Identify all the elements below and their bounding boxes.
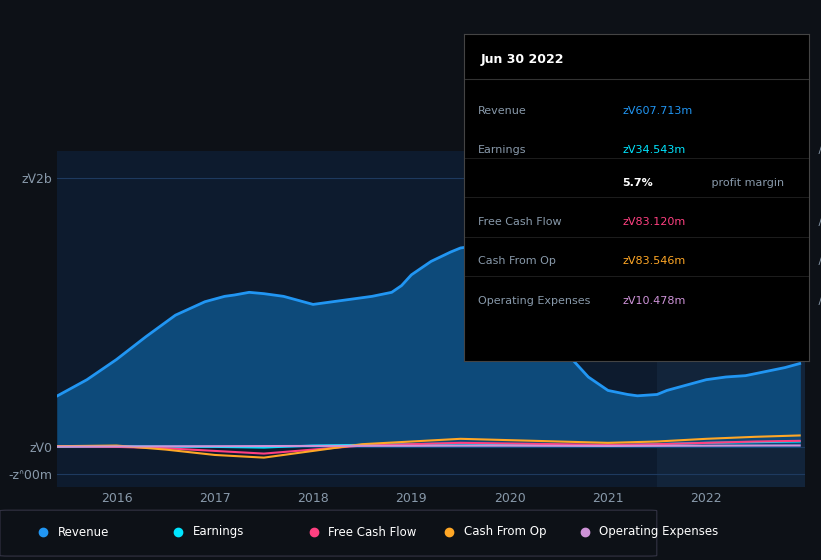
Text: /yr: /yr [815,256,821,267]
Text: profit margin: profit margin [708,178,784,188]
Text: Free Cash Flow: Free Cash Flow [328,525,417,539]
Text: Earnings: Earnings [478,145,526,155]
Text: Revenue: Revenue [478,106,526,116]
Text: /yr: /yr [815,145,821,155]
Text: 5.7%: 5.7% [622,178,654,188]
Text: Cash From Op: Cash From Op [464,525,546,539]
Text: /yr: /yr [815,296,821,306]
FancyBboxPatch shape [0,510,657,556]
Text: zᐯ83.120m: zᐯ83.120m [622,217,686,227]
Text: Jun 30 2022: Jun 30 2022 [481,53,565,66]
Text: zᐯ34.543m: zᐯ34.543m [622,145,686,155]
Bar [657,151,821,487]
Text: zᐯ10.478m: zᐯ10.478m [622,296,686,306]
Text: Cash From Op: Cash From Op [478,256,556,267]
Text: Earnings: Earnings [193,525,245,539]
Text: Operating Expenses: Operating Expenses [478,296,590,306]
Text: /yr: /yr [815,217,821,227]
Text: Revenue: Revenue [57,525,109,539]
Text: Operating Expenses: Operating Expenses [599,525,718,539]
Text: zᐯ607.713m: zᐯ607.713m [622,106,693,116]
Text: Free Cash Flow: Free Cash Flow [478,217,562,227]
Text: zᐯ83.546m: zᐯ83.546m [622,256,686,267]
